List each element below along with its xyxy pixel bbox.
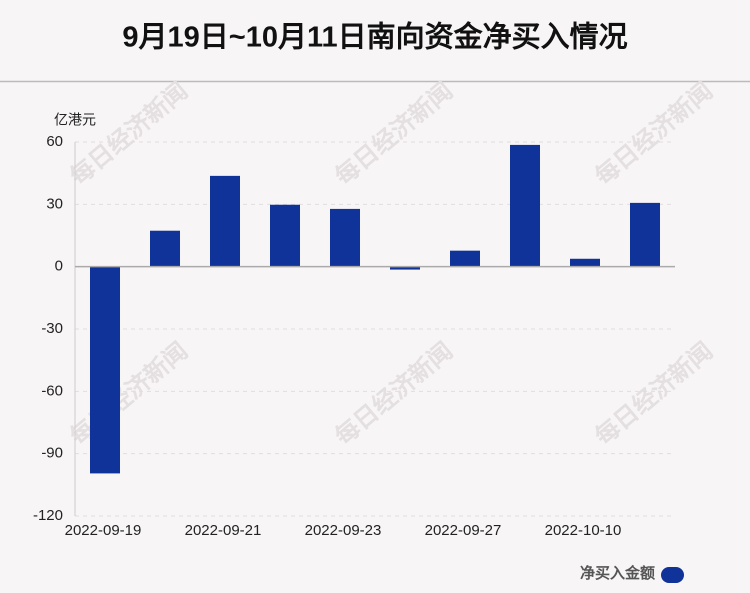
bar xyxy=(330,208,360,267)
x-tick-label: 2022-09-21 xyxy=(185,522,262,539)
bar xyxy=(630,202,660,267)
bar xyxy=(390,266,420,270)
y-tick-label: -90 xyxy=(41,445,63,462)
legend-label: 净买入金额 xyxy=(580,564,655,582)
bar xyxy=(270,204,300,267)
x-tick-label: 2022-09-23 xyxy=(305,522,382,539)
bar xyxy=(210,175,240,267)
bar xyxy=(570,258,600,267)
legend-swatch xyxy=(661,567,684,583)
y-tick-label: -30 xyxy=(41,320,63,337)
y-tick-label: 0 xyxy=(55,258,63,275)
y-tick-label: -120 xyxy=(33,507,63,524)
x-tick-label: 2022-10-10 xyxy=(545,522,622,539)
bar xyxy=(150,230,180,267)
x-tick-label: 2022-09-19 xyxy=(65,522,142,539)
bar xyxy=(450,250,480,267)
x-tick-label: 2022-09-27 xyxy=(425,522,502,539)
y-axis-label: 亿港元 xyxy=(54,112,96,128)
y-tick-label: 60 xyxy=(46,133,63,150)
y-tick-label: 30 xyxy=(46,195,63,212)
bar xyxy=(510,144,540,267)
bar xyxy=(90,266,120,474)
y-tick-label: -60 xyxy=(41,382,63,399)
chart-title: 9月19日~10月11日南向资金净买入情况 xyxy=(122,20,627,54)
